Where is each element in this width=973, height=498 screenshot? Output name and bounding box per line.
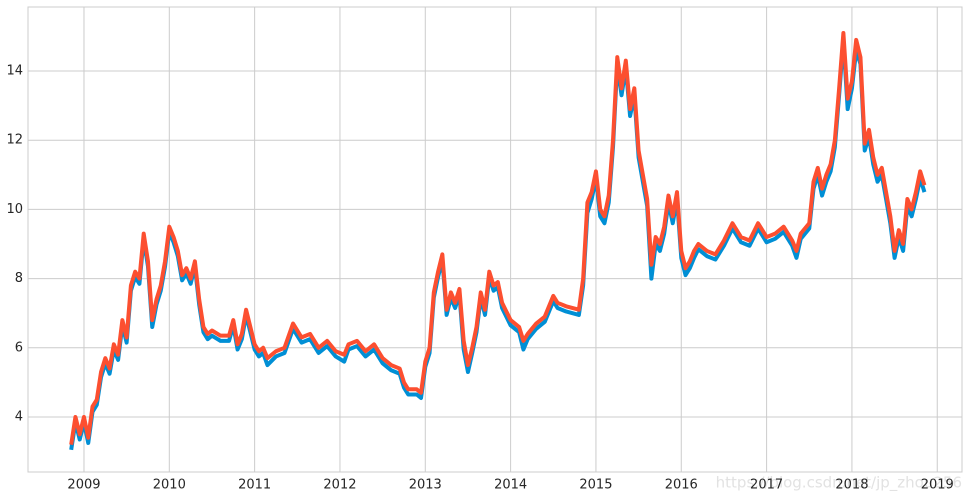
y-tick-label: 12 [6, 133, 23, 148]
x-tick-label: 2010 [153, 478, 186, 493]
x-tick-label: 2011 [238, 478, 271, 493]
y-tick-label: 6 [15, 340, 23, 355]
watermark: https://blog.csdn.net/jp_zhou256 [716, 474, 962, 493]
x-tick-label: 2009 [67, 478, 100, 493]
x-tick-label: 2017 [750, 478, 783, 493]
x-tick-label: 2013 [409, 478, 442, 493]
x-tick-label: 2018 [835, 478, 868, 493]
x-tick-label: 2015 [579, 478, 612, 493]
plot-frame [27, 6, 963, 473]
x-tick-label: 2019 [921, 478, 954, 493]
x-tick-label: 2016 [665, 478, 698, 493]
y-tick-label: 14 [6, 64, 23, 79]
y-tick-label: 10 [6, 202, 23, 217]
series-line [69, 30, 927, 445]
y-tick-label: 8 [15, 271, 23, 286]
y-tick-label: 4 [15, 409, 23, 424]
x-tick-label: 2014 [494, 478, 527, 493]
x-tick-label: 2012 [323, 478, 356, 493]
